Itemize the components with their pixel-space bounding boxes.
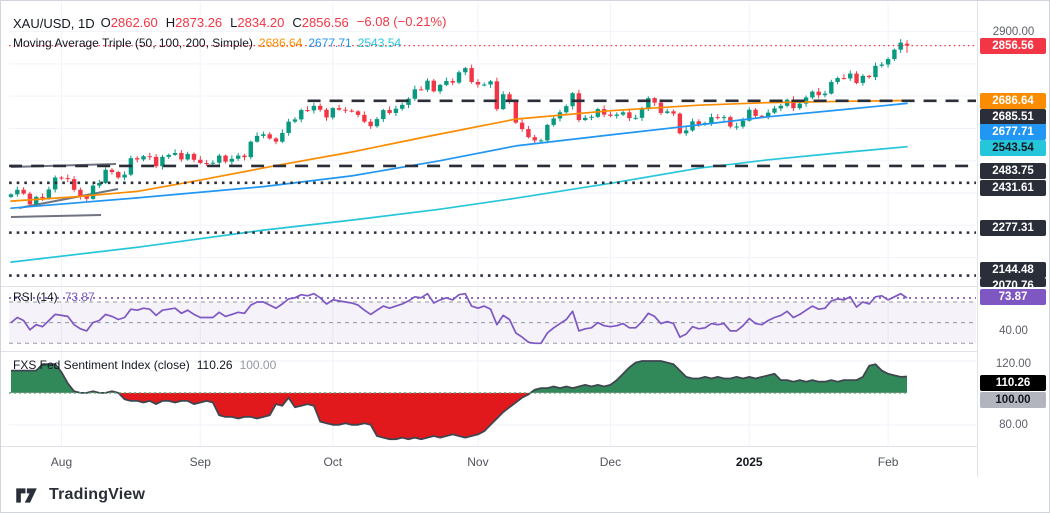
symbol-title: XAU/USD, 1D [13,15,95,31]
time-scale[interactable]: Aug Sep Oct Nov Dec 2025 Feb [1,447,978,479]
rsi-value-badge: 73.87 [980,289,1046,305]
ma200-value: 2543.54 [357,36,402,50]
time-axis-label: Oct [323,455,343,469]
rsi-layer [9,292,976,345]
gridlines-layer [9,2,976,451]
level-badge: 2277.31 [980,220,1046,236]
axis-label: 40.00 [999,324,1028,337]
rsi-value: 73.87 [64,290,95,304]
fed-legend-row[interactable]: FXS Fed Sentiment Index (close) 110.26 1… [13,358,276,372]
time-axis-label: Dec [599,455,622,469]
level-badge: 2144.48 [980,262,1046,278]
high-label: H [165,15,176,30]
tradingview-logo-icon[interactable] [16,487,42,504]
symbol-legend-row[interactable]: XAU/USD, 1D O2862.60 H2873.26 L2834.20 C… [13,14,446,32]
axis-label: 2900.00 [992,25,1035,38]
change-value: −6.08 (−0.21%) [356,14,447,29]
level-badge: 2431.61 [980,180,1046,196]
tradingview-brand-text[interactable]: TradingView [49,486,146,503]
ma-title: Moving Average Triple (50, 100, 200, Sim… [13,36,253,50]
ma100-line [10,102,908,210]
axis-label: 80.00 [999,418,1028,431]
time-axis-label: 2025 [735,455,763,469]
low-label: L [230,15,238,30]
ohlc-values: O2862.60 H2873.26 L2834.20 C2856.56 −6.0… [101,14,447,32]
rsi-legend-row[interactable]: RSI (14) 73.87 [13,290,95,304]
fed-value-badge: 110.26 [980,375,1046,391]
open-value: 2862.60 [110,15,158,30]
current-price-badge: 2856.56 [980,38,1046,54]
ma100-badge: 2677.71 [980,124,1046,140]
rsi-title: RSI (14) [13,290,58,304]
ma50-badge: 2686.64 [980,93,1046,109]
low-value: 2834.20 [237,15,285,30]
fed-baseline-value: 100.00 [239,358,277,372]
price-scale[interactable]: 2900.00 40.00 120.00 80.00 2856.56 2686.64 268… [977,1,1049,477]
levels-layer [9,45,976,277]
ma-legend-row[interactable]: Moving Average Triple (50, 100, 200, Sim… [13,36,401,50]
ma50-line [10,99,908,202]
level-badge: 2685.51 [980,109,1046,125]
level-badge: 2483.75 [980,163,1046,179]
fed-sentiment-layer [9,360,908,441]
time-axis-label: Feb [877,455,899,469]
level-badge-clipped: 2070.76 [980,278,1046,287]
chart-graphics [1,2,1049,451]
high-value: 2873.26 [175,15,223,30]
close-value: 2856.56 [301,15,349,30]
time-axis-label: Sep [189,455,211,469]
trendlines-layer [10,163,119,218]
axis-label: 120.00 [995,357,1032,370]
attribution-bar: TradingView [1,478,1049,512]
fed-title: FXS Fed Sentiment Index (close) [13,358,190,372]
close-label: C [292,15,302,30]
time-axis-label: Aug [50,455,73,469]
ma100-value: 2677.71 [308,36,352,50]
ma200-line [10,145,908,263]
fed-value: 110.26 [196,358,233,372]
time-axis-label: Nov [467,455,489,469]
fed-baseline-badge: 100.00 [980,392,1046,408]
ma200-badge: 2543.54 [980,140,1046,156]
open-label: O [100,15,111,30]
ma50-value: 2686.64 [258,36,303,50]
pane-separators [1,286,1049,447]
